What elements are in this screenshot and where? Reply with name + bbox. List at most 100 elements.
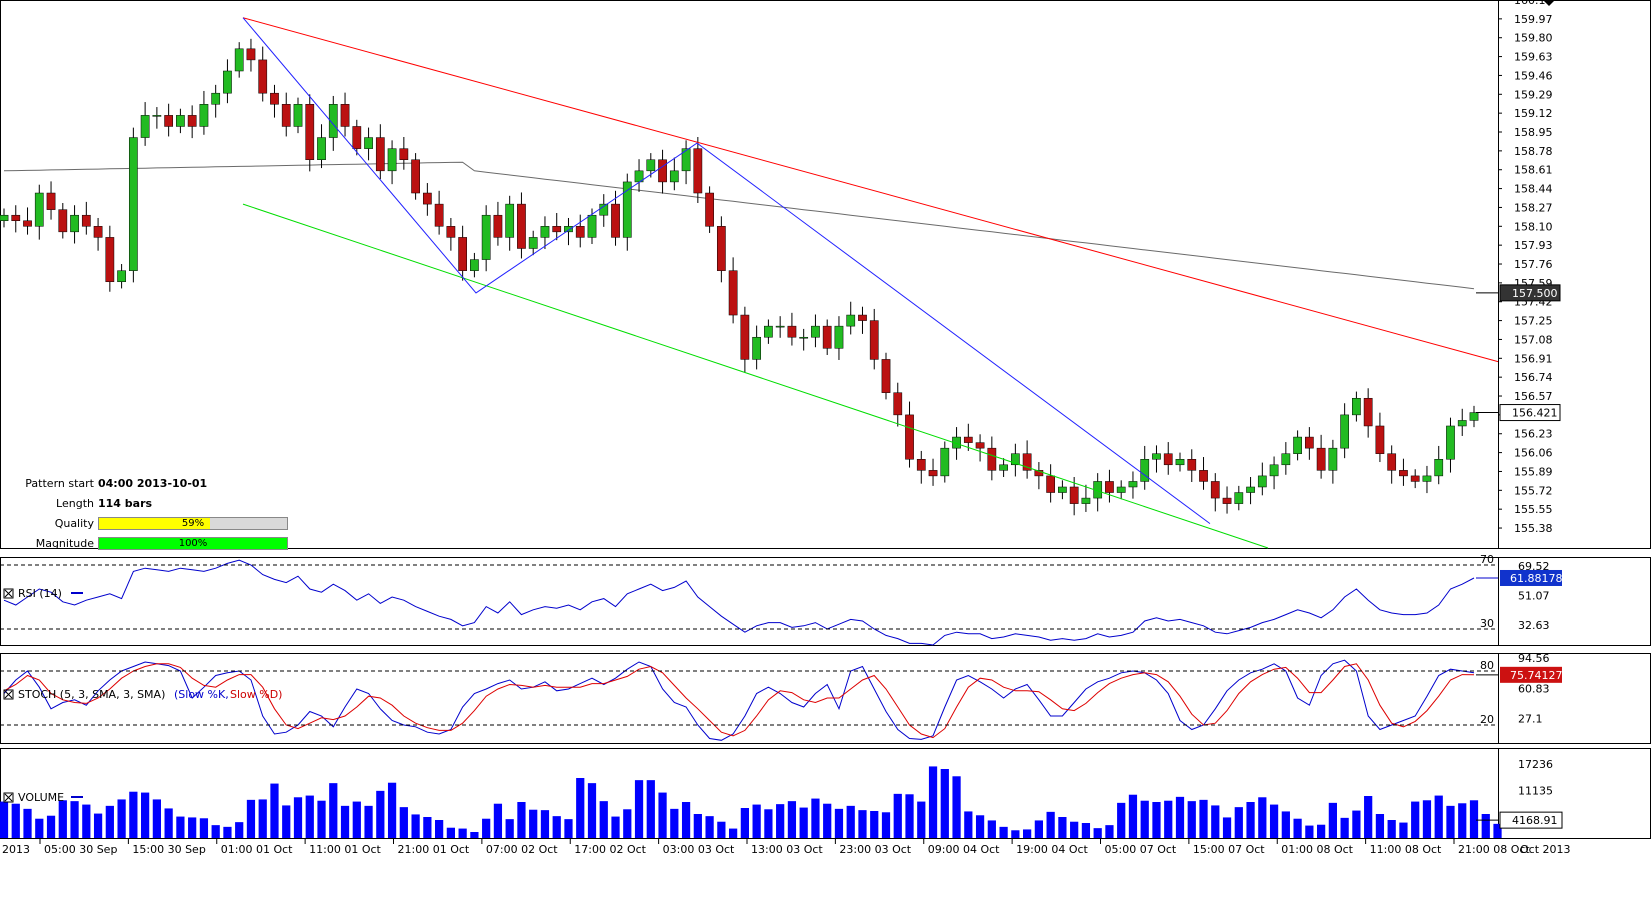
volume-bar [1034, 820, 1043, 838]
volume-bar [1411, 801, 1420, 838]
price-tick-label: 157.76 [1514, 258, 1553, 271]
candle [505, 195, 515, 251]
rsi-level-label: 30 [1480, 617, 1494, 630]
candle [493, 201, 503, 246]
rsi-line [3, 559, 1475, 646]
volume-bar [952, 776, 961, 838]
volume-tick-label: 17236 [1518, 758, 1553, 771]
candle [46, 181, 56, 220]
volume-bar [164, 808, 173, 838]
candle [446, 217, 456, 251]
price-tick-label: 156.91 [1514, 352, 1553, 365]
time-tick-label: 23:00 03 Oct [839, 843, 911, 856]
volume-bar [1293, 818, 1302, 838]
volume-bar [470, 832, 479, 838]
volume-bar [740, 808, 749, 838]
length-label: Length [56, 497, 94, 510]
time-tick-label: 15:00 30 Sep [132, 843, 205, 856]
volume-bar [329, 783, 338, 838]
volume-toggle-icon[interactable] [3, 792, 14, 803]
stoch-toggle-icon[interactable] [3, 689, 14, 700]
candle [693, 137, 703, 204]
stoch-k-label: (Slow %K, [174, 688, 229, 701]
candle [846, 301, 856, 335]
volume-bar [587, 783, 597, 838]
volume-bar [317, 800, 326, 838]
candle [940, 441, 950, 483]
pattern-start-value: 04:00 2013-10-01 [98, 477, 208, 490]
volume-bar [376, 790, 385, 838]
svg-text:4168.91: 4168.91 [1512, 814, 1558, 827]
candle [811, 314, 820, 348]
volume-bar [764, 809, 773, 838]
volume-bar [776, 804, 785, 838]
volume-bar [940, 769, 949, 838]
price-tick-label: 158.95 [1514, 126, 1553, 139]
candle [481, 205, 491, 272]
volume-bar [411, 814, 420, 838]
time-tick-label: 11:00 01 Oct [309, 843, 381, 856]
candle [317, 124, 326, 169]
price-tick-label: 158.61 [1514, 164, 1553, 177]
volume-bar [799, 807, 808, 838]
volume-bar [82, 804, 91, 838]
volume-bar [1305, 825, 1314, 838]
candle [328, 95, 338, 151]
volume-bar [1481, 814, 1490, 838]
volume-bar [576, 778, 585, 838]
candle [1058, 480, 1067, 500]
volume-bar [305, 795, 314, 838]
volume-bar [1258, 797, 1267, 838]
rsi-toggle-icon[interactable] [3, 588, 14, 599]
volume-bar [729, 828, 738, 838]
volume-last-value: 4168.91 [1476, 811, 1563, 829]
volume-bar [1281, 811, 1290, 838]
volume-bar [1434, 795, 1443, 838]
volume-bar [564, 819, 573, 838]
stoch-tick-label: 60.83 [1518, 682, 1550, 695]
volume-bar [1058, 817, 1067, 838]
volume-bar [1011, 830, 1020, 838]
zigzag-pattern-line [242, 17, 1211, 525]
time-tick-label: 15:00 07 Oct [1193, 843, 1265, 856]
volume-bar [928, 766, 938, 838]
candle [799, 328, 809, 351]
candle [293, 97, 303, 134]
volume-bar [834, 808, 844, 838]
quality-percent: 59% [181, 518, 205, 529]
volume-bar [23, 808, 32, 838]
candle [352, 119, 362, 156]
volume-bar [1375, 814, 1385, 838]
candle [1434, 445, 1444, 485]
volume-bar [717, 821, 726, 838]
candle [787, 312, 797, 346]
volume-bar [1187, 801, 1196, 838]
volume-bar [623, 809, 632, 838]
price-tick-label: 156.57 [1514, 390, 1553, 403]
price-tick-label: 156.06 [1514, 447, 1553, 460]
volume-bar [1140, 800, 1149, 838]
volume-bar [176, 816, 185, 838]
candle [305, 94, 315, 172]
volume-bar [423, 817, 432, 838]
volume-bar [1023, 829, 1032, 838]
volume-bar [188, 817, 197, 838]
quality-bar: 59% [98, 517, 288, 530]
volume-bar [1328, 802, 1337, 838]
scroll-arrow-icon[interactable] [1543, 0, 1555, 6]
volume-bar [1422, 800, 1432, 838]
candle [1457, 408, 1467, 436]
volume-bar [35, 818, 44, 838]
candle [223, 59, 232, 104]
candle [1257, 462, 1267, 496]
volume-bar [458, 828, 467, 838]
candle [1222, 486, 1232, 514]
volume-bar [352, 801, 361, 838]
volume-bar [387, 782, 397, 838]
magnitude-bar: 100% [98, 537, 288, 550]
volume-bar [1081, 823, 1091, 838]
volume-bar [611, 816, 620, 838]
volume-bar [1175, 796, 1185, 838]
volume-bar [893, 793, 902, 838]
price-tick-label: 156.74 [1514, 371, 1553, 384]
